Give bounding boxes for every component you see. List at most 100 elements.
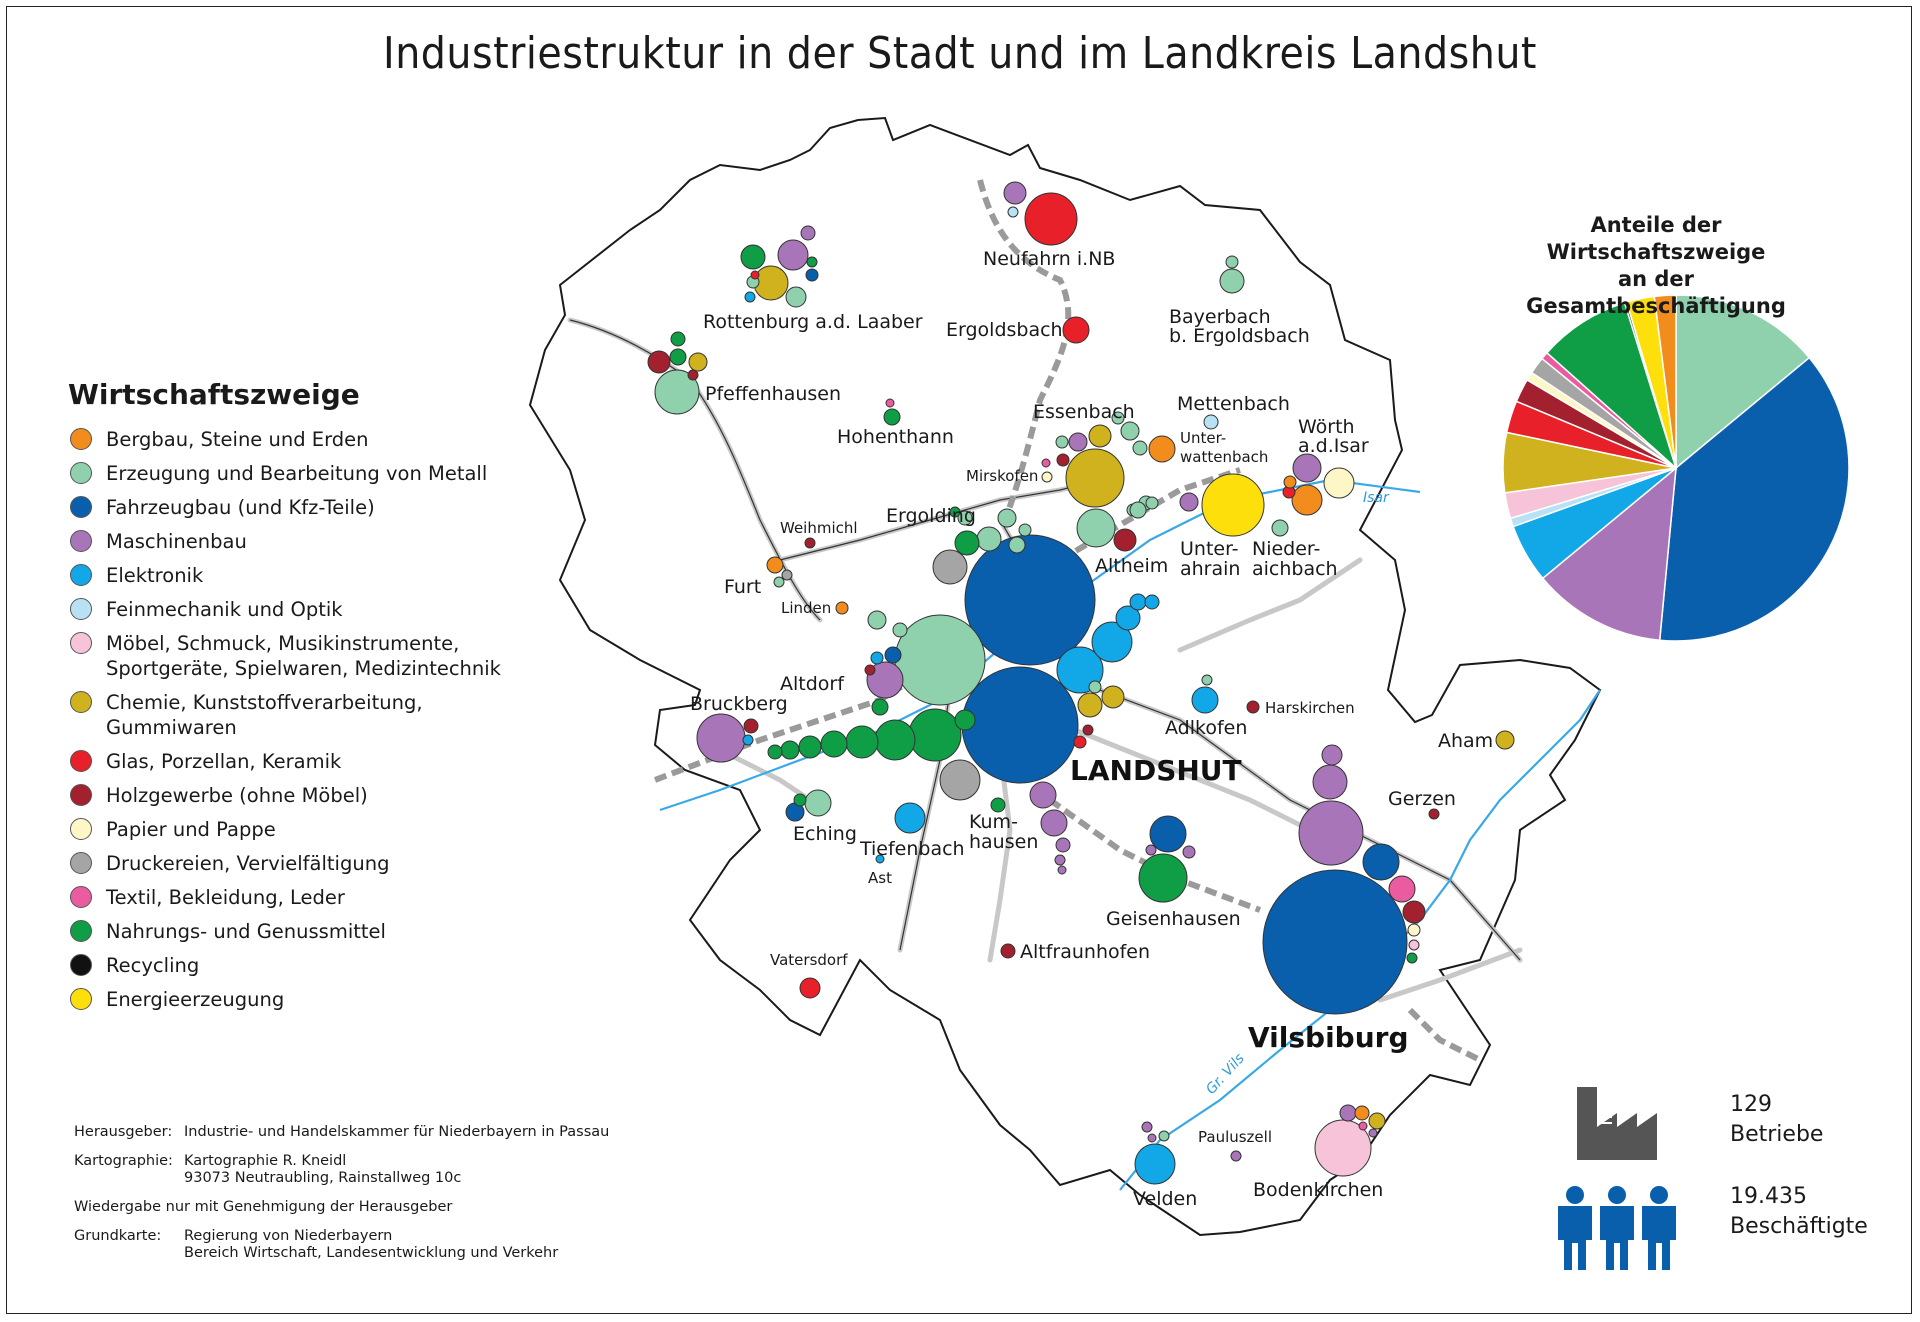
label-unterwattenbach: Unter- [1180, 429, 1226, 447]
bubble-metall [654, 369, 700, 415]
bubble-textil [1358, 1121, 1368, 1131]
label-altheim: Altheim [1095, 555, 1168, 577]
legend-item: Glas, Porzellan, Keramik [68, 749, 501, 774]
legend-label: Papier und Pappe [106, 818, 276, 841]
bubble-bergbau [1148, 435, 1176, 463]
label-unterwattenbach-2: wattenbach [1180, 448, 1268, 466]
bubble-maschinenbau [1292, 453, 1322, 483]
label-tiefenbach: Tiefenbach [859, 838, 965, 860]
bubble-nahrung [871, 698, 889, 716]
legend-item: Chemie, Kunststoffverarbeitung, Gummiware… [68, 690, 501, 740]
place-labels: Neufahrn i.NB Rottenburg a.d. Laaber Erg… [690, 248, 1493, 1210]
label-harskirchen: Harskirchen [1265, 699, 1355, 717]
credit-cartography: Kartographie: Kartographie R. Kneidl 93073… [74, 1153, 462, 1186]
bubble-metall [957, 510, 973, 526]
bubble-metall [1271, 519, 1289, 537]
label-rottenburg: Rottenburg a.d. Laaber [703, 311, 923, 333]
bubble-maschinenbau [1179, 492, 1199, 512]
bubble-holz [804, 537, 816, 549]
bubble-nahrung [883, 408, 901, 426]
label-kumhausen-2: hausen [969, 831, 1038, 853]
bubble-bergbau [1354, 1105, 1370, 1121]
bubble-elektronik [1091, 621, 1133, 663]
bubble-maschinenbau [1368, 1128, 1378, 1138]
label-niederaichbach-2: aichbach [1252, 558, 1338, 580]
person-icon [1642, 1186, 1676, 1270]
bubble-nahrung [954, 709, 976, 731]
legend-label: Fahrzeugbau (und Kfz-Teile) [106, 496, 375, 519]
bubble-feinmechanik [1007, 206, 1019, 218]
label-gr-vils: Gr. Vils [1203, 1051, 1248, 1098]
bubble-holz [1246, 700, 1260, 714]
bubble-holz [687, 369, 699, 381]
label-furt: Furt [724, 576, 761, 598]
pie-slice [1541, 466, 1677, 642]
bubble-metall [976, 526, 1002, 552]
credit-note: Wiedergabe nur mit Genehmigung der Herau… [74, 1199, 453, 1215]
label-ergolding: Ergolding [886, 505, 976, 527]
bubble-nahrung [670, 331, 686, 347]
label-bodenkirchen: Bodenkirchen [1253, 1179, 1383, 1201]
legend-label: Elektronik [106, 564, 204, 587]
bubble-nahrung [1138, 853, 1188, 903]
label-linden: Linden [781, 599, 831, 617]
bubble-elektronik [894, 802, 926, 834]
bubble-nahrung [806, 256, 818, 268]
legend-heading: Wirtschaftszweige [68, 378, 360, 411]
motorway [1407, 1007, 1482, 1063]
bubble-maschinenbau [777, 239, 809, 271]
bubble-chemie [1065, 448, 1125, 508]
bubbles [647, 181, 1515, 1185]
road [1377, 947, 1523, 1003]
bubble-papier [1323, 467, 1355, 499]
legend-item: Bergbau, Steine und Erden [68, 427, 501, 452]
bubble-elektronik [870, 651, 884, 665]
bubble-druck [932, 549, 968, 585]
bubble-nahrung [874, 719, 916, 761]
bubble-elektronik [1056, 646, 1104, 694]
bubble-metall [1225, 255, 1239, 269]
bubble-metall [1129, 501, 1147, 519]
pie-title: Anteile der Wirtschaftszweige an der Ges… [1506, 212, 1806, 320]
bubble-metall [892, 622, 908, 638]
bubble-nahrung [793, 793, 807, 807]
bubble-glas [750, 270, 760, 280]
bubble-elektronik [742, 734, 754, 746]
legend-swatch [70, 564, 92, 586]
label-bayerbach: Bayerbach [1169, 306, 1271, 328]
legend-item: Nahrungs- und Genussmittel [68, 919, 501, 944]
bubble-elektronik [1115, 605, 1141, 631]
legend-label: Holzgewerbe (ohne Möbel) [106, 784, 368, 807]
bubble-metall [1120, 421, 1140, 441]
legend-swatch [70, 530, 92, 552]
bubble-holz [1402, 900, 1426, 924]
legend-label: Glas, Porzellan, Keramik [106, 750, 342, 773]
legend-swatch [70, 818, 92, 840]
bubble-metall [1145, 496, 1159, 510]
legend-swatch [70, 632, 92, 654]
bubble-maschinenbau [1068, 432, 1088, 452]
bubble-chemie [1077, 692, 1103, 718]
label-hohenthann: Hohenthann [837, 426, 954, 448]
motorway [977, 179, 1072, 522]
bubble-fahrzeugbau [1362, 843, 1400, 881]
legend-swatch [70, 462, 92, 484]
bubble-maschinenbau [1141, 1121, 1153, 1133]
label-vilsbiburg: Vilsbiburg [1248, 1021, 1409, 1054]
legend-label: Bergbau, Steine und Erden [106, 428, 369, 451]
label-pauluszell: Pauluszell [1198, 1128, 1272, 1146]
bubble-metall [773, 576, 785, 588]
label-neufahrn: Neufahrn i.NB [983, 248, 1115, 270]
bubble-chemie [1495, 730, 1515, 750]
stat-beschaeftigte-number: 19.435 [1730, 1184, 1807, 1209]
bubble-metall [1055, 435, 1069, 449]
bubble-nahrung [740, 244, 766, 270]
stat-betriebe-label: Betriebe [1730, 1122, 1824, 1147]
label-weihmichl: Weihmichl [780, 519, 858, 537]
bubble-maschinenbau [696, 713, 746, 763]
bubble-metall [1008, 536, 1026, 554]
label-altfraunhofen: Altfraunhofen [1020, 941, 1150, 963]
bubble-glas [1024, 192, 1078, 246]
bubble-fahrzeugbau [884, 646, 902, 664]
bubble-elektronik [1144, 594, 1160, 610]
